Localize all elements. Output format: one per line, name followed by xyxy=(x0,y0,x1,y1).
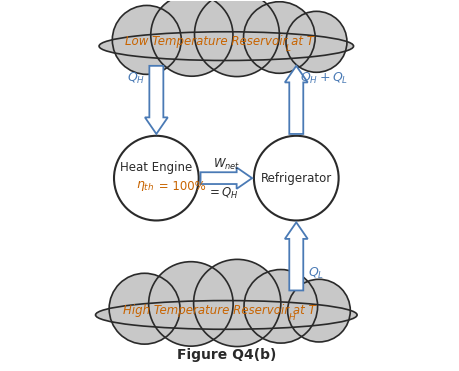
Text: L: L xyxy=(285,44,290,53)
Text: High Temperature Reservoir at T: High Temperature Reservoir at T xyxy=(123,304,314,317)
Circle shape xyxy=(148,262,233,346)
Circle shape xyxy=(285,12,346,72)
Text: $W_{net}$: $W_{net}$ xyxy=(212,157,240,172)
Ellipse shape xyxy=(99,32,353,60)
Ellipse shape xyxy=(95,301,356,329)
Circle shape xyxy=(194,0,279,76)
Circle shape xyxy=(151,0,232,76)
Text: $Q_H$: $Q_H$ xyxy=(127,71,145,86)
Text: $Q_H + Q_L$: $Q_H + Q_L$ xyxy=(299,71,347,86)
Text: Heat Engine: Heat Engine xyxy=(120,161,192,174)
Polygon shape xyxy=(145,66,168,134)
Text: Low Temperature Reservoir at T: Low Temperature Reservoir at T xyxy=(124,35,313,48)
Polygon shape xyxy=(284,66,307,134)
Circle shape xyxy=(287,279,350,342)
Circle shape xyxy=(109,273,179,344)
Text: = 100%: = 100% xyxy=(154,180,205,193)
Circle shape xyxy=(243,2,314,73)
Text: Figure Q4(b): Figure Q4(b) xyxy=(176,348,275,362)
Circle shape xyxy=(114,136,198,220)
Circle shape xyxy=(243,269,317,343)
Circle shape xyxy=(112,6,181,74)
Polygon shape xyxy=(284,222,307,290)
Text: $Q_L$: $Q_L$ xyxy=(308,266,324,282)
Text: Refrigerator: Refrigerator xyxy=(260,172,331,185)
Polygon shape xyxy=(200,167,252,189)
Text: H: H xyxy=(288,313,295,322)
Text: $= Q_H$: $= Q_H$ xyxy=(207,186,238,201)
Circle shape xyxy=(193,259,280,347)
Circle shape xyxy=(253,136,338,220)
Text: $\eta_{th}$: $\eta_{th}$ xyxy=(136,179,154,193)
